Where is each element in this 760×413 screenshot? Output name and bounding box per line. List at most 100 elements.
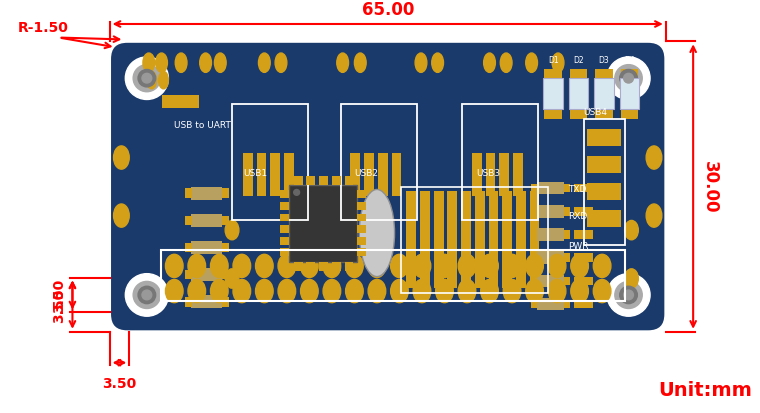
Bar: [357, 249, 366, 256]
Ellipse shape: [646, 147, 662, 170]
Ellipse shape: [458, 280, 476, 303]
Ellipse shape: [147, 72, 157, 90]
Ellipse shape: [500, 54, 512, 73]
Bar: [564, 300, 570, 309]
Text: D4: D4: [624, 55, 635, 64]
Bar: [530, 230, 537, 239]
Bar: [162, 95, 199, 109]
Bar: [544, 110, 562, 119]
Ellipse shape: [113, 147, 129, 170]
Bar: [530, 254, 537, 262]
Bar: [537, 298, 564, 311]
Ellipse shape: [354, 54, 366, 73]
Bar: [475, 192, 485, 288]
Ellipse shape: [548, 280, 566, 303]
Ellipse shape: [200, 54, 211, 73]
Bar: [222, 270, 229, 280]
Text: D1: D1: [548, 55, 559, 64]
Bar: [595, 110, 613, 119]
Text: 3.50: 3.50: [52, 278, 67, 312]
Text: USB3: USB3: [476, 169, 500, 178]
Bar: [232, 105, 309, 221]
Ellipse shape: [646, 204, 662, 228]
Bar: [574, 207, 594, 216]
Circle shape: [133, 282, 160, 309]
Ellipse shape: [368, 255, 386, 278]
Ellipse shape: [188, 280, 206, 303]
Ellipse shape: [225, 269, 239, 288]
Bar: [344, 176, 353, 185]
Ellipse shape: [346, 255, 363, 278]
Bar: [564, 277, 570, 285]
Text: USB1: USB1: [242, 169, 267, 178]
Ellipse shape: [113, 204, 129, 228]
Ellipse shape: [337, 54, 349, 73]
Ellipse shape: [483, 54, 496, 73]
Ellipse shape: [143, 54, 155, 73]
Ellipse shape: [300, 280, 318, 303]
Ellipse shape: [346, 280, 363, 303]
Bar: [584, 119, 625, 245]
Circle shape: [615, 66, 642, 93]
Bar: [462, 105, 539, 221]
Ellipse shape: [526, 280, 543, 303]
Ellipse shape: [278, 280, 296, 303]
Circle shape: [138, 287, 156, 304]
Ellipse shape: [571, 255, 588, 278]
Bar: [594, 79, 614, 110]
Ellipse shape: [526, 255, 543, 278]
Bar: [319, 262, 328, 271]
Ellipse shape: [481, 280, 499, 303]
Bar: [185, 270, 192, 280]
Text: 30.00: 30.00: [701, 161, 719, 213]
Bar: [185, 216, 192, 226]
Bar: [587, 183, 621, 201]
Bar: [340, 105, 417, 221]
Bar: [595, 69, 613, 79]
Bar: [257, 153, 266, 197]
Bar: [306, 176, 315, 185]
Bar: [530, 192, 540, 288]
Circle shape: [624, 290, 633, 300]
Ellipse shape: [225, 221, 239, 240]
Bar: [461, 192, 471, 288]
Bar: [621, 69, 638, 79]
Bar: [564, 230, 570, 239]
Bar: [271, 153, 280, 197]
Bar: [401, 187, 548, 293]
Bar: [191, 241, 222, 255]
Bar: [570, 69, 587, 79]
Bar: [350, 153, 360, 197]
Ellipse shape: [625, 269, 638, 288]
Bar: [280, 226, 289, 233]
Bar: [564, 254, 570, 262]
Ellipse shape: [258, 54, 271, 73]
Bar: [222, 216, 229, 226]
Bar: [222, 189, 229, 199]
Bar: [160, 251, 625, 301]
Bar: [544, 69, 562, 79]
Ellipse shape: [323, 280, 340, 303]
Bar: [574, 300, 594, 309]
Bar: [564, 184, 570, 193]
Bar: [502, 192, 512, 288]
FancyBboxPatch shape: [109, 42, 666, 332]
Bar: [587, 156, 621, 173]
Text: 65.00: 65.00: [362, 1, 414, 19]
Bar: [530, 207, 537, 216]
Bar: [574, 277, 594, 285]
Ellipse shape: [548, 255, 566, 278]
Circle shape: [142, 74, 152, 84]
Text: D3: D3: [599, 55, 610, 64]
Bar: [499, 153, 509, 197]
Bar: [280, 191, 289, 199]
Ellipse shape: [432, 54, 444, 73]
Bar: [185, 243, 192, 253]
Bar: [222, 297, 229, 307]
Text: USB4: USB4: [584, 108, 607, 117]
Bar: [587, 129, 621, 147]
Ellipse shape: [166, 280, 183, 303]
Bar: [185, 297, 192, 307]
Bar: [537, 205, 564, 218]
Bar: [357, 214, 366, 222]
